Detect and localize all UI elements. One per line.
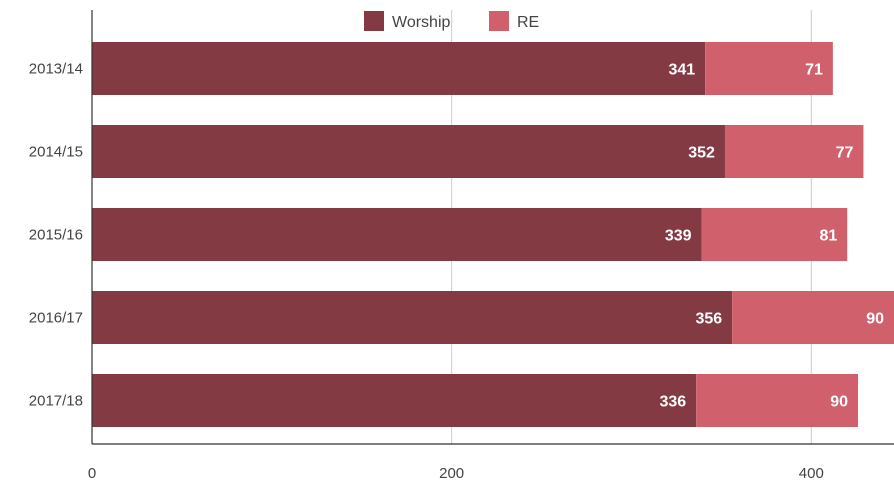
y-tick-label: 2014/15 <box>29 144 83 161</box>
data-label: 90 <box>830 394 848 411</box>
y-tick-label: 2013/14 <box>29 61 83 78</box>
x-tick-label: 200 <box>439 465 464 482</box>
bar-re <box>732 291 894 344</box>
axes: 0 200 400 2013/14 2014/15 2015/16 2016/17 2017/… <box>29 10 894 482</box>
legend-swatch <box>364 11 384 31</box>
data-label: 336 <box>659 394 686 411</box>
y-tick-label: 2015/16 <box>29 227 83 244</box>
bar-re <box>724 125 864 178</box>
legend: Worship RE <box>364 11 539 31</box>
data-labels: 341 71 352 77 339 81 356 90 336 90 <box>659 62 884 411</box>
bar-worship <box>92 374 697 427</box>
data-label: 71 <box>805 62 823 79</box>
bar-worship <box>92 42 706 95</box>
legend-label: Worship <box>392 14 450 31</box>
bar-worship <box>92 125 725 178</box>
bar-re <box>705 42 833 95</box>
x-tick-label: 400 <box>799 465 824 482</box>
bar-re <box>701 208 848 261</box>
data-label: 339 <box>665 228 692 245</box>
data-label: 356 <box>695 311 722 328</box>
legend-label: RE <box>517 14 539 31</box>
x-tick-label: 0 <box>88 465 96 482</box>
bar-worship <box>92 208 702 261</box>
data-label: 77 <box>836 145 854 162</box>
data-label: 81 <box>819 228 837 245</box>
legend-swatch <box>489 11 509 31</box>
y-tick-label: 2016/17 <box>29 310 83 327</box>
data-label: 341 <box>668 62 695 79</box>
bar-re <box>696 374 859 427</box>
data-label: 90 <box>866 311 884 328</box>
bars <box>92 42 894 427</box>
bar-worship <box>92 291 733 344</box>
data-label: 352 <box>688 145 715 162</box>
y-tick-label: 2017/18 <box>29 393 83 410</box>
